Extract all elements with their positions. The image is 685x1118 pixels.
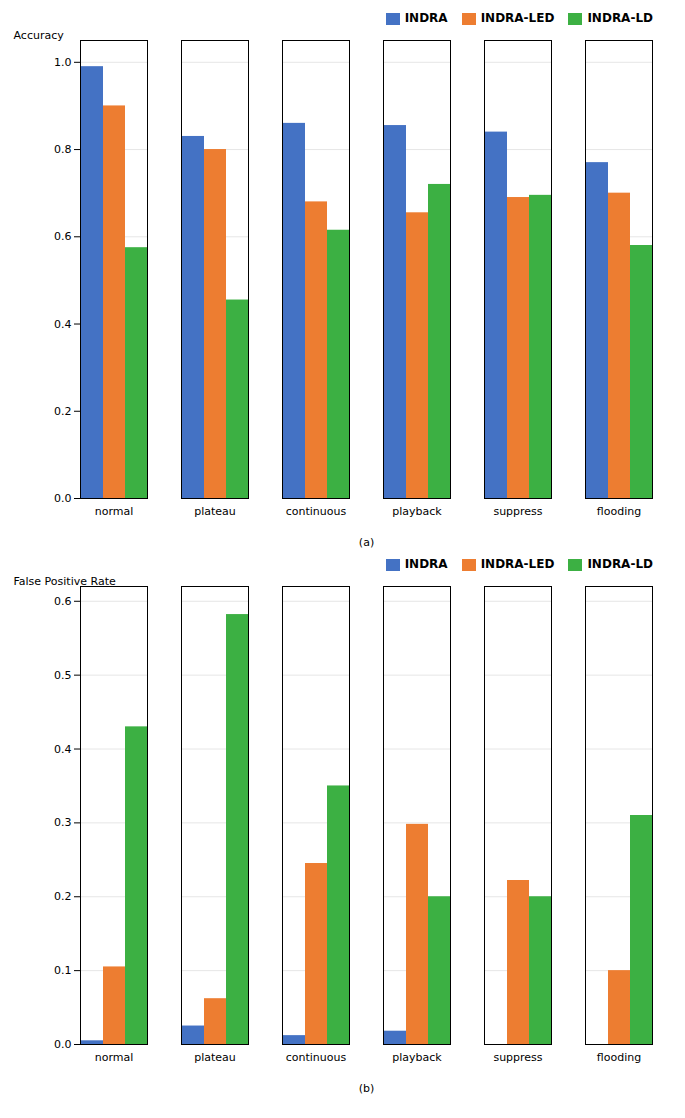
svg-text:plateau: plateau	[194, 1051, 236, 1064]
svg-text:0.4: 0.4	[54, 318, 72, 331]
svg-text:1.0: 1.0	[54, 56, 72, 69]
svg-text:0.2: 0.2	[54, 405, 72, 418]
svg-text:0.3: 0.3	[54, 816, 72, 829]
svg-text:continuous: continuous	[286, 1051, 347, 1064]
svg-text:playback: playback	[392, 1051, 442, 1064]
svg-text:flooding: flooding	[597, 505, 641, 518]
html-text:INDRA-LED: INDRA-LED	[480, 11, 555, 25]
html-text:INDRA-LD: INDRA-LD	[587, 557, 653, 571]
svg-text:plateau: plateau	[194, 505, 236, 518]
svg-text:0.8: 0.8	[54, 143, 72, 156]
html-text:INDRA: INDRA	[404, 557, 448, 571]
svg-text:0.2: 0.2	[54, 890, 72, 903]
svg-text:0.6: 0.6	[54, 595, 72, 608]
svg-text:(a): (a)	[359, 536, 374, 549]
svg-text:continuous: continuous	[286, 505, 347, 518]
svg-text:suppress: suppress	[493, 505, 542, 518]
svg-text:playback: playback	[392, 505, 442, 518]
svg-text:0.4: 0.4	[54, 743, 72, 756]
svg-text:0.5: 0.5	[54, 669, 72, 682]
html-text:INDRA: INDRA	[404, 11, 448, 25]
svg-text:flooding: flooding	[597, 1051, 641, 1064]
html-text:INDRA-LD: INDRA-LD	[587, 11, 653, 25]
svg-text:0.6: 0.6	[54, 230, 72, 243]
svg-text:(b): (b)	[359, 1082, 375, 1095]
html-text:INDRA-LED: INDRA-LED	[480, 557, 555, 571]
svg-text:normal: normal	[95, 505, 134, 518]
svg-text:False Positive Rate: False Positive Rate	[13, 575, 116, 589]
svg-text:suppress: suppress	[493, 1051, 542, 1064]
svg-text:0.0: 0.0	[54, 1038, 72, 1051]
svg-text:0.0: 0.0	[54, 492, 72, 505]
svg-text:0.1: 0.1	[54, 964, 72, 977]
svg-text:normal: normal	[95, 1051, 134, 1064]
svg-text:Accuracy: Accuracy	[14, 29, 65, 42]
